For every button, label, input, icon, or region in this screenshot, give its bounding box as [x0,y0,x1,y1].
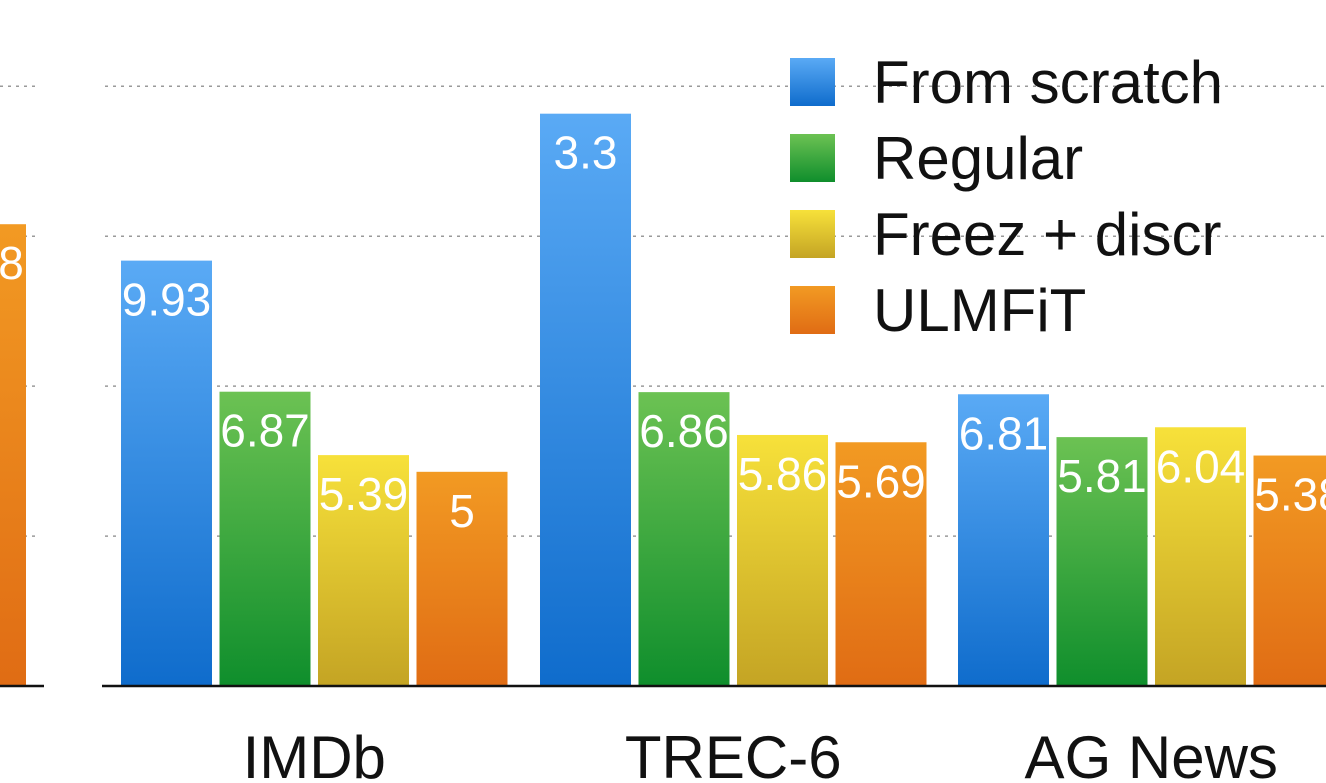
bar-imdb-regular [219,391,311,686]
bar-trec-6-regular [638,392,730,686]
data-label-ag-news-from-scratch: 6.81 [959,407,1049,459]
data-label-ag-news-regular: 5.81 [1057,450,1147,502]
legend-swatch-ulmfit [790,286,835,334]
bar-partial-left [0,224,26,686]
x-tick-label-imdb: IMDb [243,724,386,783]
legend: From scratch Regular Freez + discr ULMFiT [790,49,1223,344]
legend-label-freez-discr: Freez + discr [873,201,1221,268]
legend-label-from-scratch: From scratch [873,49,1223,116]
bar-imdb-freez-discr [318,455,409,686]
bar-trec-6-freez-discr [737,434,828,686]
axes: IMDb TREC-6 AG News [0,684,1326,783]
data-label-imdb-from-scratch: 9.93 [122,274,212,326]
bar-imdb-ulmfit [416,471,508,686]
bar-trec-6-ulmfit [835,442,927,686]
legend-swatch-regular [790,134,835,182]
data-label-trec-6-ulmfit: 5.69 [836,455,926,507]
legend-label-regular: Regular [873,125,1083,192]
data-label-trec-6-from-scratch: 3.3 [554,127,618,179]
bars: 9.93 6.875.39 5 3.3 6.865.86 5.69 6.815.81 6.04… [0,113,1326,687]
data-label-partial-left: 8 [0,237,24,289]
x-tick-label-trec-6: TREC-6 [625,724,842,783]
legend-swatch-from-scratch [790,58,835,106]
data-label-trec-6-freez-discr: 5.86 [738,448,828,500]
data-label-imdb-regular: 6.87 [220,405,310,457]
data-label-ag-news-freez-discr: 6.04 [1156,440,1246,492]
legend-swatch-freez-discr [790,210,835,258]
legend-label-ulmfit: ULMFiT [873,277,1086,344]
data-label-imdb-freez-discr: 5.39 [319,468,409,520]
data-label-imdb-ulmfit: 5 [449,485,475,537]
bar-ag-news-freez-discr [1155,427,1246,686]
data-label-ag-news-ulmfit: 5.38 [1254,469,1326,521]
bar-ag-news-from-scratch [958,394,1049,686]
x-tick-label-ag-news: AG News [1025,724,1278,783]
bar-trec-6-from-scratch [540,113,631,687]
bar-imdb-from-scratch [121,260,212,686]
data-label-trec-6-regular: 6.86 [639,405,729,457]
bar-ag-news-ulmfit [1253,455,1326,686]
bar-ag-news-regular [1056,437,1148,686]
